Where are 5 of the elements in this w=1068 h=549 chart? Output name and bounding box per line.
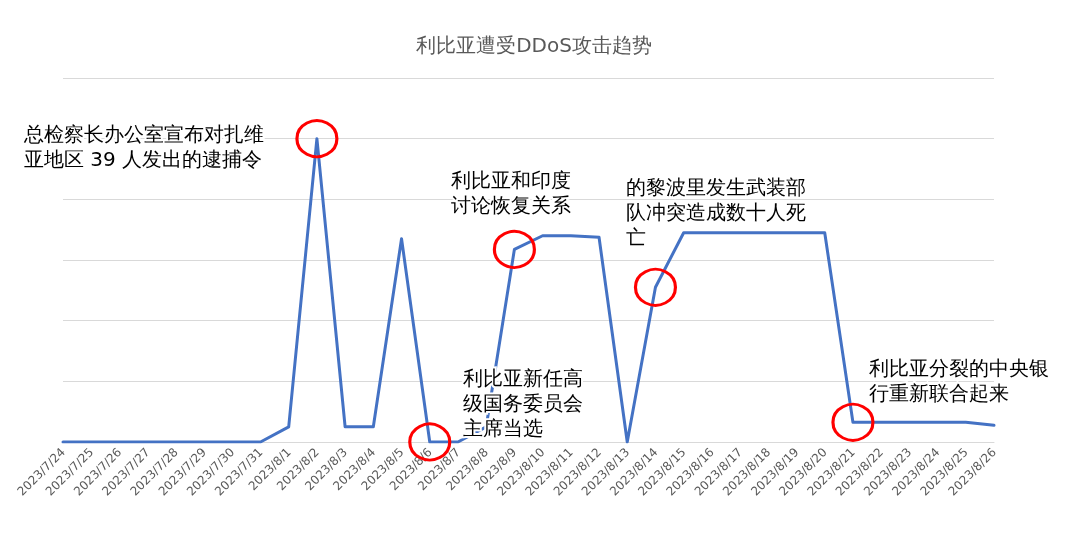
annotation: 利比亚分裂的中央银行重新联合起来: [868, 355, 1049, 405]
chart-title: 利比亚遭受DDoS攻击趋势: [416, 33, 652, 57]
annotation: 总检察长办公室宣布对扎维亚地区 39 人发出的逮捕令: [22, 122, 264, 172]
annotation: 利比亚和印度讨论恢复关系: [451, 167, 572, 217]
annotation: 的黎波里发生武装部队冲突造成数十人死亡: [626, 174, 807, 249]
